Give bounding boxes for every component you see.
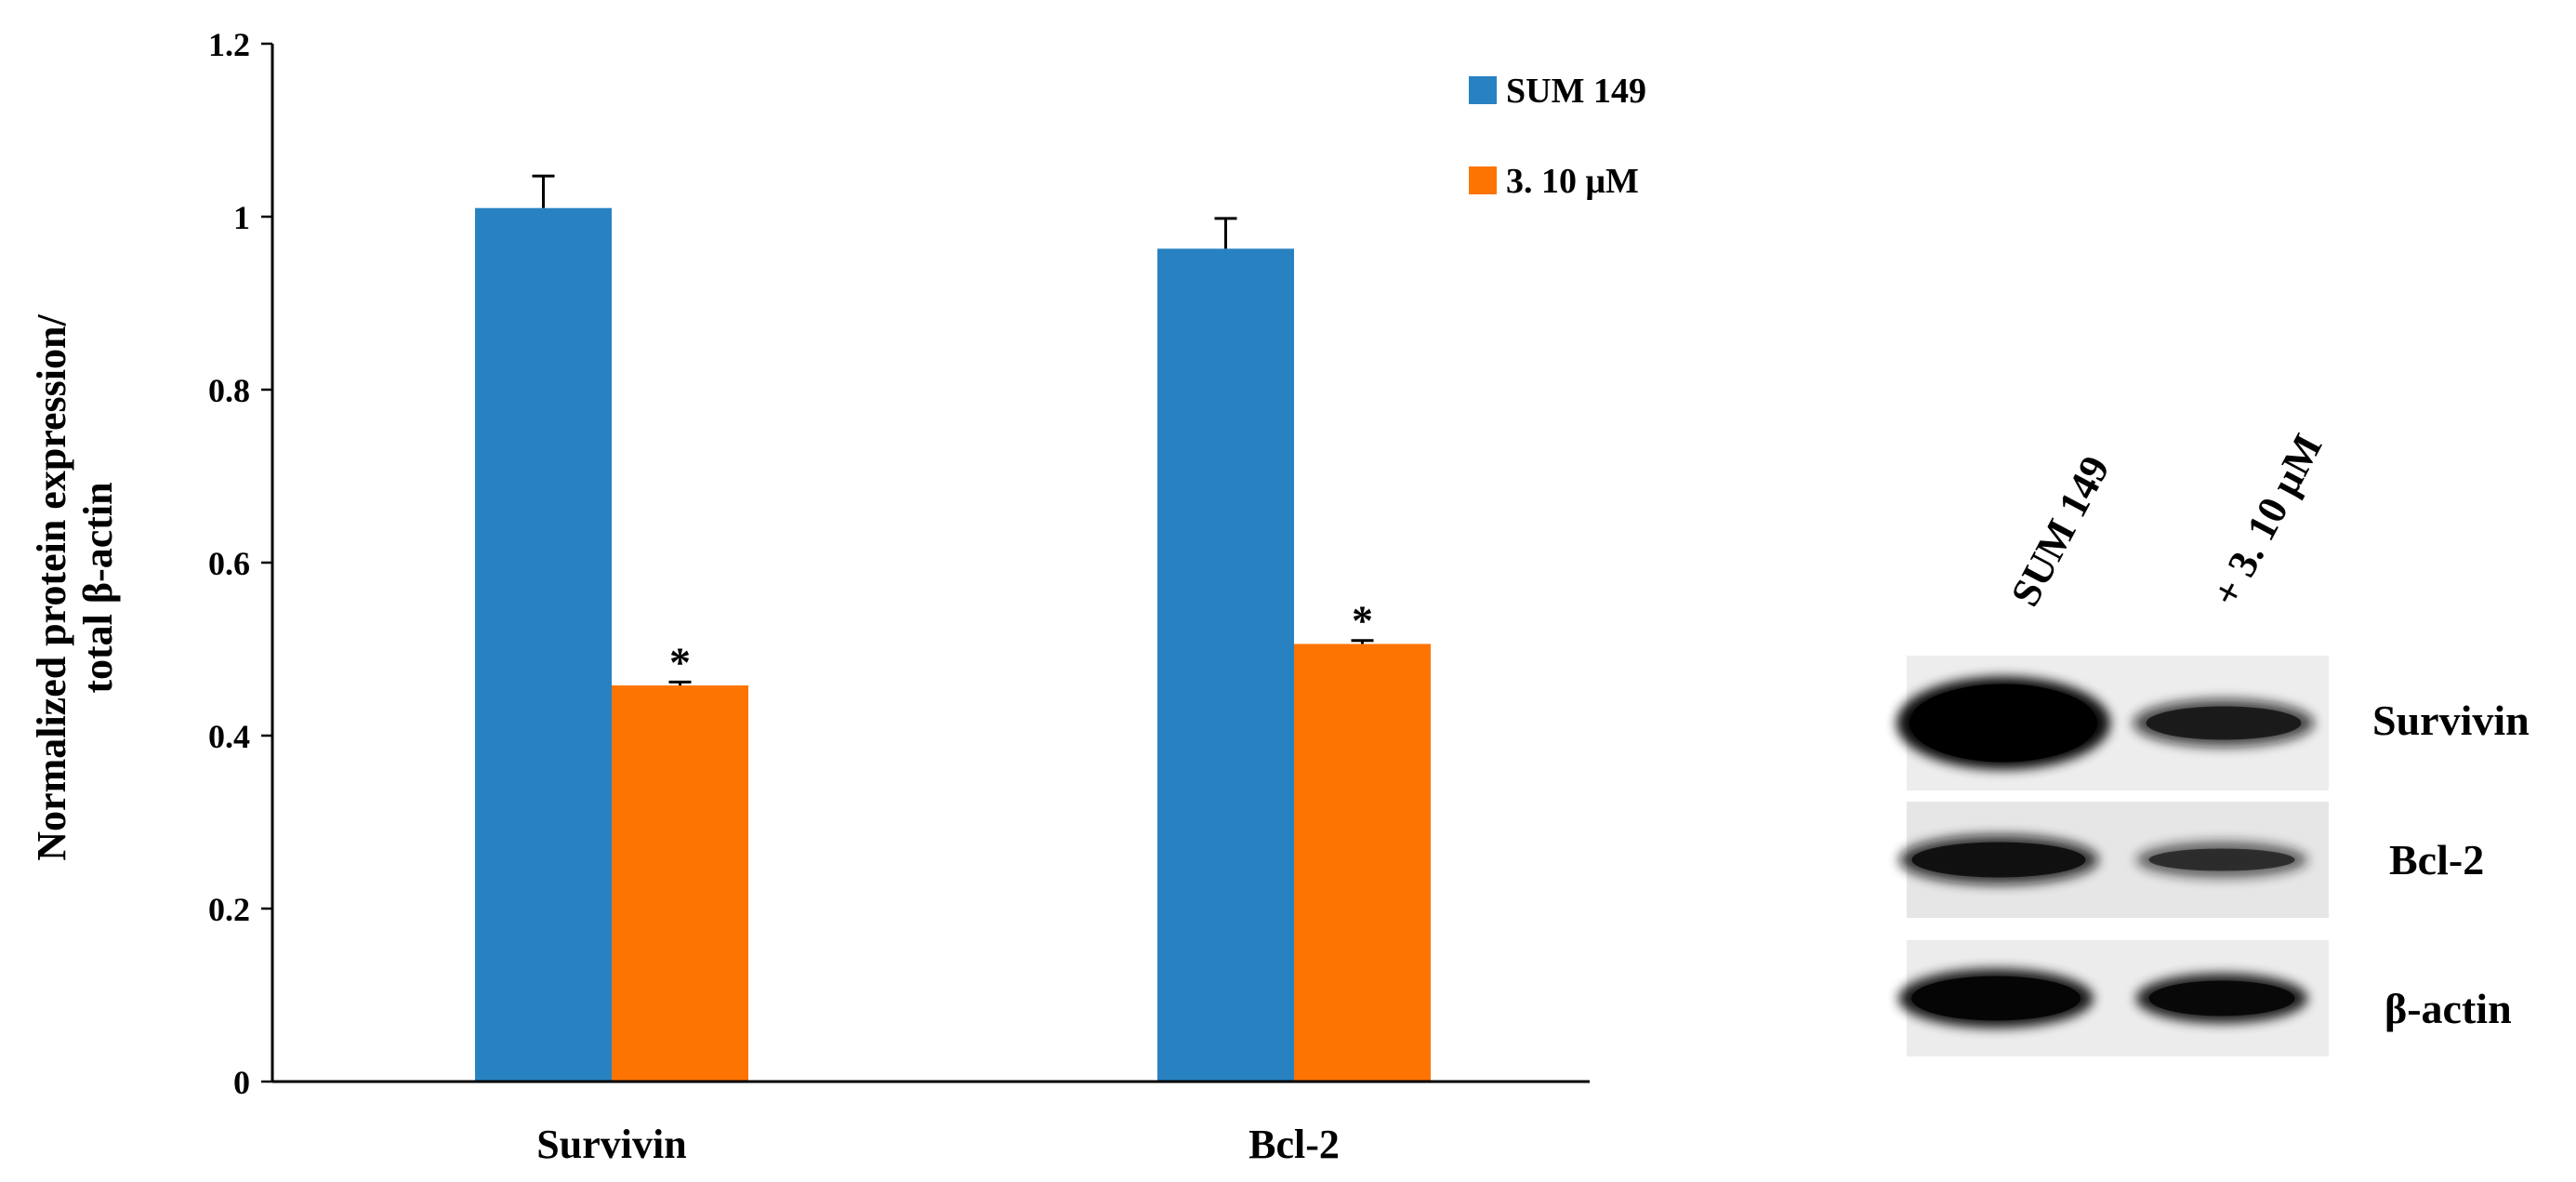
y-tick-label: 0.8 [208,372,250,409]
legend-label: SUM 149 [1506,72,1646,111]
bar-bcl-2-series-2 [1294,644,1431,1082]
blot-lane-label-treated: + 3. 10 μM [2203,427,2332,614]
error-bars [532,174,1374,686]
y-tick-label: 0.6 [208,545,250,582]
blot-band-core [2148,980,2295,1016]
axes [271,44,1590,1083]
blot-band-core [1909,684,2097,763]
western-blot-panel: SUM 149 + 3. 10 μM Survivin Bcl-2 β-actin [1896,427,2530,1056]
y-tick-label: 0 [233,1064,250,1101]
legend: SUM 149 3. 10 μM [1469,72,1646,201]
y-tick-label: 1 [233,199,250,236]
blot-protein-label: β-actin [2384,985,2512,1032]
bar-chart: Normalized protein expression/ total β-a… [29,26,1646,1167]
bars [475,207,1431,1082]
blot-row-bcl-2: Bcl-2 [1898,802,2484,918]
blot-row--actin: β-actin [1898,940,2512,1056]
blot-protein-label: Survivin [2372,697,2530,744]
bar-survivin-series-1 [475,207,612,1082]
blot-lane-label-control: SUM 149 [2002,448,2119,613]
blot-band-core [2146,706,2302,740]
x-axis-category-labels: Survivin Bcl-2 [536,1122,1340,1167]
significance-mark: * [669,638,691,685]
y-tick-label: 1.2 [208,26,250,63]
blot-rows: Survivin Bcl-2 β-actin [1896,656,2530,1056]
significance-mark: * [1352,597,1373,644]
y-axis-ticks: 0 0.2 0.4 0.6 0.8 1 1.2 [208,26,272,1101]
blot-row-survivin: Survivin [1896,656,2530,790]
legend-swatch [1469,76,1497,104]
blot-band-core [1911,976,2081,1021]
y-axis-title-line-1: Normalized protein expression/ [29,314,74,861]
bar-bcl-2-series-1 [1157,248,1294,1082]
y-tick-label: 0.4 [208,718,250,755]
bar-survivin-series-2 [612,685,748,1082]
legend-label: 3. 10 μM [1506,162,1639,201]
y-tick-label: 0.2 [208,891,250,928]
y-axis-title-line-2: total β-actin [75,482,121,693]
significance-marks: ** [669,597,1373,686]
blot-protein-label: Bcl-2 [2389,836,2484,883]
legend-swatch [1469,166,1497,194]
blot-band-core [1911,842,2086,878]
y-axis-title: Normalized protein expression/ total β-a… [29,314,121,861]
blot-band-core [2148,848,2295,871]
x-category-label: Bcl-2 [1248,1122,1340,1167]
x-category-label: Survivin [536,1122,686,1167]
